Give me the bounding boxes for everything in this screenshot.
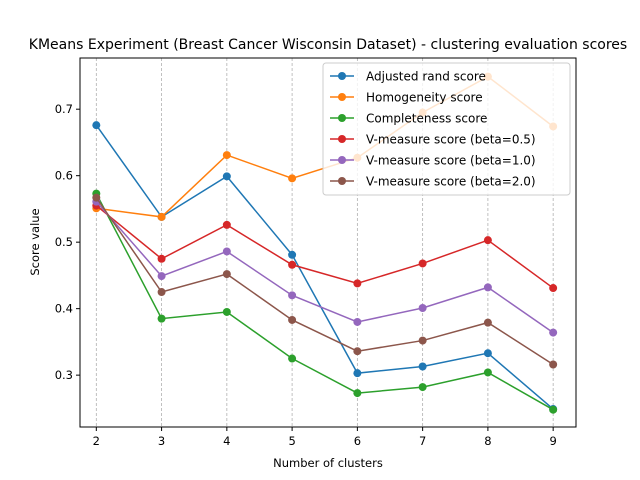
data-point: [549, 360, 558, 369]
x-tick-label: 9: [549, 434, 556, 448]
y-tick-label: 0.3: [55, 368, 73, 382]
data-point: [157, 254, 166, 263]
x-tick-label: 7: [419, 434, 426, 448]
data-point: [288, 315, 297, 324]
data-point: [483, 368, 492, 377]
data-point: [222, 172, 231, 181]
x-tick-label: 6: [354, 434, 361, 448]
data-point: [288, 174, 297, 183]
data-point: [353, 317, 362, 326]
data-point: [483, 349, 492, 358]
legend-label: V-measure score (beta=1.0): [366, 154, 536, 168]
legend-swatch-marker: [338, 72, 346, 80]
legend-label: Adjusted rand score: [366, 70, 486, 84]
legend-box: [322, 62, 571, 196]
series-group: [92, 197, 558, 337]
data-point: [288, 291, 297, 300]
data-point: [549, 284, 558, 293]
series-line: [95, 124, 554, 410]
series-line: [95, 201, 554, 334]
data-point: [222, 307, 231, 316]
legend-swatch-marker: [338, 156, 346, 164]
data-point: [483, 283, 492, 292]
data-point: [549, 328, 558, 337]
data-point: [353, 279, 362, 288]
data-point: [418, 303, 427, 312]
data-point: [418, 259, 427, 268]
series-line: [95, 205, 554, 289]
y-tick-label: 0.4: [55, 302, 73, 316]
chart-title: KMeans Experiment (Breast Cancer Wiscons…: [29, 37, 627, 53]
data-point: [92, 121, 101, 130]
data-point: [353, 389, 362, 398]
data-point: [157, 288, 166, 297]
series-group: [92, 193, 558, 369]
data-point: [288, 260, 297, 269]
data-point: [549, 405, 558, 414]
y-axis: 0.3 0.4 0.5 0.6 0.7: [55, 102, 80, 382]
data-point: [222, 270, 231, 279]
data-point: [418, 383, 427, 392]
data-point: [288, 250, 297, 259]
legend: Adjusted rand score Homogeneity score Comp…: [322, 62, 571, 196]
data-point: [157, 272, 166, 281]
data-point: [222, 220, 231, 229]
y-tick-label: 0.5: [55, 235, 73, 249]
data-point: [418, 362, 427, 371]
data-point: [288, 354, 297, 363]
data-point: [157, 314, 166, 323]
legend-swatch-marker: [338, 177, 346, 185]
legend-swatch-marker: [338, 135, 346, 143]
data-point: [418, 336, 427, 345]
data-point: [222, 247, 231, 256]
data-point: [92, 193, 101, 202]
data-point: [483, 236, 492, 245]
series-line: [95, 193, 554, 411]
legend-label: V-measure score (beta=0.5): [366, 133, 536, 147]
y-tick-label: 0.7: [55, 102, 73, 116]
x-axis: 2 3 4 5 6 7 8 9: [93, 427, 557, 448]
data-point: [353, 369, 362, 378]
y-axis-label: Score value: [28, 208, 42, 275]
y-tick-label: 0.6: [55, 169, 73, 183]
legend-swatch-marker: [338, 93, 346, 101]
x-tick-label: 5: [288, 434, 295, 448]
legend-label: Homogeneity score: [366, 91, 483, 105]
series-line: [95, 197, 554, 366]
legend-label: Completeness score: [366, 112, 487, 126]
series-group: [92, 189, 558, 414]
x-axis-label: Number of clusters: [273, 456, 383, 470]
x-tick-label: 4: [223, 434, 230, 448]
data-point: [157, 212, 166, 221]
x-tick-label: 8: [484, 434, 491, 448]
data-point: [222, 151, 231, 160]
x-tick-label: 2: [93, 434, 100, 448]
x-tick-label: 3: [158, 434, 165, 448]
legend-label: V-measure score (beta=2.0): [366, 175, 536, 189]
data-point: [483, 318, 492, 327]
data-point: [353, 347, 362, 356]
series-group: [92, 201, 558, 293]
legend-swatch-marker: [338, 114, 346, 122]
